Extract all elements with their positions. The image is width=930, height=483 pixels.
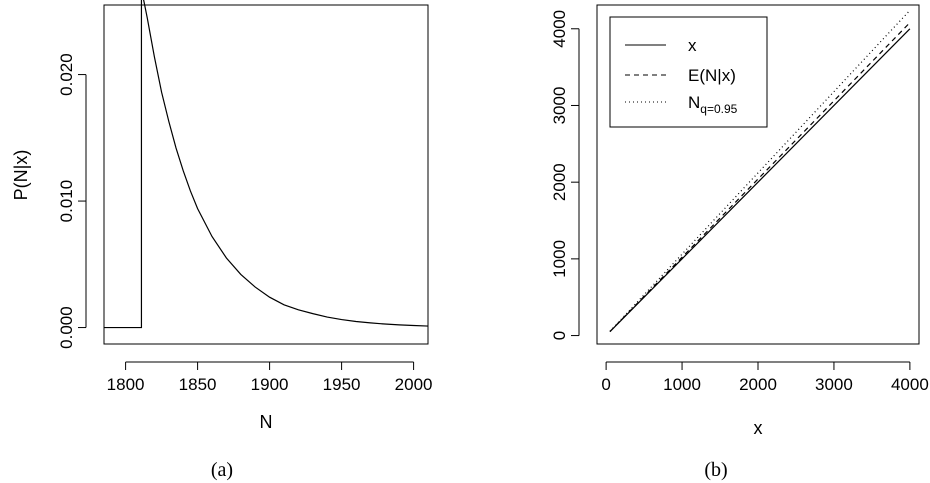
x-axis-label-a: N: [260, 412, 273, 432]
y-tick-label-b: 0: [550, 331, 569, 340]
x-axis-b: 0 1000 2000 3000 4000: [601, 361, 929, 394]
x-axis-a: 1800 1850 1900 1950 2000: [107, 361, 433, 394]
y-tick-label-a: 0.020: [57, 53, 76, 96]
y-tick-label-a: 0.010: [57, 180, 76, 223]
panel-b: 0 1000 2000 3000 4000 0 1000 2000 3000 4000 x (b…: [550, 4, 929, 481]
y-axis-a: 0.000 0.010 0.020: [57, 53, 87, 349]
plot-frame-b: [596, 4, 920, 345]
y-axis-label-a: P(N|x): [11, 150, 31, 201]
legend-label-quantile-subscript: q=0.95: [700, 102, 737, 116]
y-axis-b: 0 1000 2000 3000 4000: [550, 10, 580, 340]
x-tick-label-b: 4000: [891, 375, 929, 394]
x-axis-label-b: x: [754, 418, 763, 438]
series-group-a: [104, 0, 429, 329]
legend: x E(N|x) Nq=0.95: [609, 16, 768, 128]
plot-frame-a: [103, 4, 429, 345]
x-tick-label-a: 2000: [395, 375, 433, 394]
y-tick-label-b: 3000: [550, 87, 569, 125]
legend-label-expected: E(N|x): [688, 66, 736, 85]
x-tick-label-b: 3000: [815, 375, 853, 394]
legend-label-x: x: [688, 36, 697, 55]
x-tick-label-a: 1900: [251, 375, 289, 394]
panel-a: 1800 1850 1900 1950 2000 0.000 0.010 0.020 N P…: [11, 0, 433, 481]
series-line-a-0: [104, 0, 429, 329]
y-tick-label-b: 2000: [550, 163, 569, 201]
caption-b: (b): [704, 459, 727, 481]
x-tick-label-a: 1800: [107, 375, 145, 394]
y-tick-label-a: 0.000: [57, 306, 76, 349]
x-tick-label-a: 1850: [179, 375, 217, 394]
y-tick-label-b: 1000: [550, 240, 569, 278]
caption-a: (a): [211, 459, 233, 481]
y-tick-label-b: 4000: [550, 10, 569, 48]
legend-label-quantile: Nq=0.95: [688, 93, 738, 116]
series-group-b: [609, 9, 911, 333]
series-line-b-0: [609, 28, 911, 333]
x-tick-label-a: 1950: [323, 375, 361, 394]
legend-box: [609, 16, 768, 128]
x-tick-label-b: 0: [601, 375, 610, 394]
x-tick-label-b: 1000: [663, 375, 701, 394]
x-tick-label-b: 2000: [739, 375, 777, 394]
legend-label-quantile-base: N: [688, 93, 700, 112]
